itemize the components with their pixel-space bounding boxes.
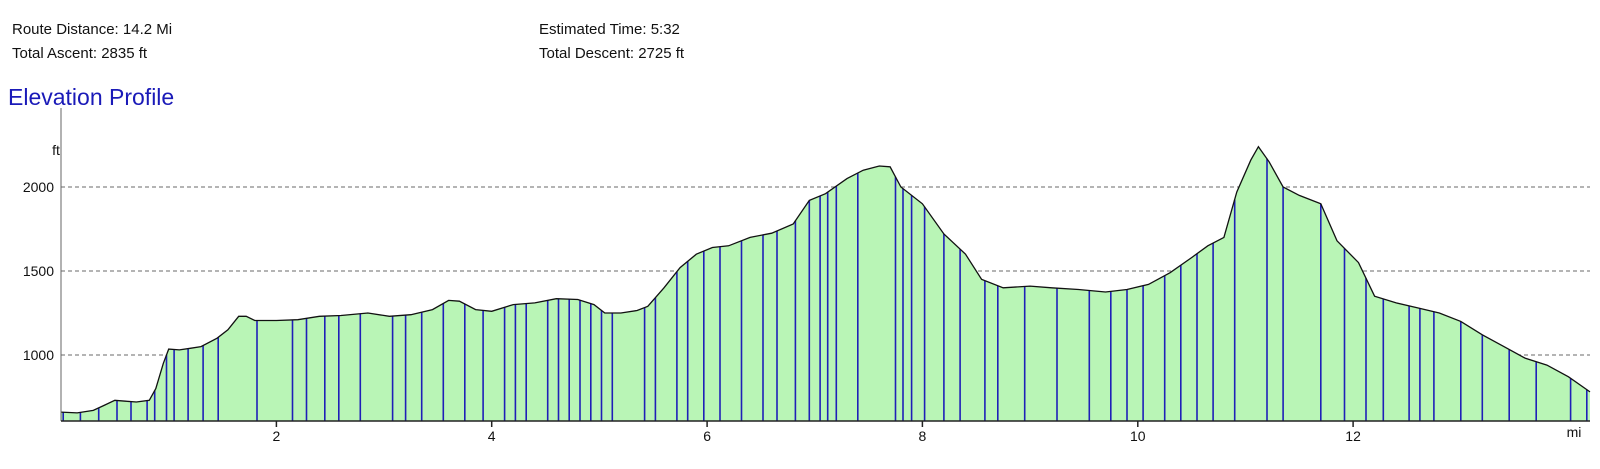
elevation-fill <box>61 146 1590 421</box>
y-axis-unit-label: ft <box>52 142 60 158</box>
elevation-outline <box>60 145 1591 414</box>
x-tick-label: 2 <box>273 428 281 444</box>
chart-title: Elevation Profile <box>8 84 175 110</box>
total-descent: Total Descent: 2725 ft <box>539 45 685 62</box>
x-tick-label: 10 <box>1130 428 1146 444</box>
x-axis-unit-label: mi <box>1567 424 1582 440</box>
waypoint-markers <box>62 158 1588 421</box>
elevation-area <box>61 146 1590 421</box>
elevation-line <box>60 145 1591 414</box>
estimated-time: Estimated Time: 5:32 <box>539 21 680 38</box>
axes: 1000 1500 2000 2 4 6 8 10 12 <box>23 108 1590 444</box>
y-tick-label: 1500 <box>23 263 54 279</box>
x-tick-label: 4 <box>488 428 496 444</box>
x-tick-label: 12 <box>1345 428 1361 444</box>
y-tick-label: 1000 <box>23 347 54 363</box>
total-ascent: Total Ascent: 2835 ft <box>12 45 148 62</box>
route-distance: Route Distance: 14.2 Mi <box>12 21 173 38</box>
x-tick-label: 8 <box>919 428 927 444</box>
x-tick-label: 6 <box>703 428 711 444</box>
y-tick-label: 2000 <box>23 179 54 195</box>
